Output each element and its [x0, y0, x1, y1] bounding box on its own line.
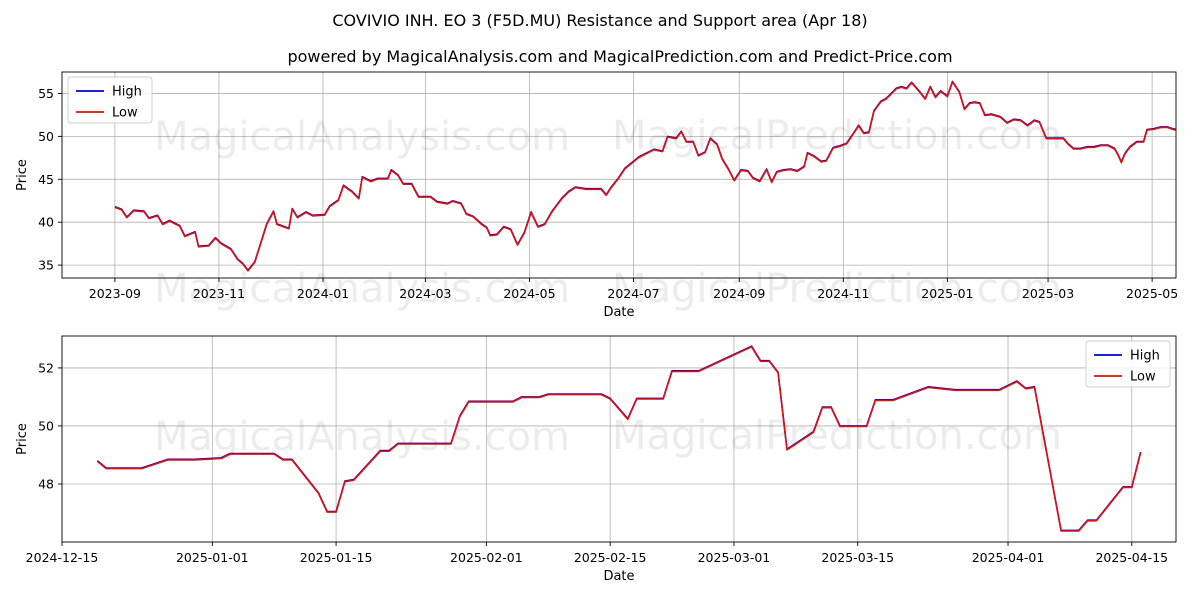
y-tick-label: 35	[38, 258, 54, 273]
watermark-right: MagicalPrediction.com	[612, 266, 1062, 312]
y-tick-label: 48	[38, 476, 54, 491]
plot-frame	[61, 71, 1177, 279]
legend: High Low	[67, 76, 153, 124]
bottom-panel: MagicalAnalysis.com MagicalPrediction.com…	[15, 335, 1177, 584]
legend-label-low: Low	[112, 106, 138, 121]
x-tick-label: 2025-02-15	[574, 550, 647, 565]
y-tick-label: 50	[38, 418, 54, 433]
chart-subtitle: powered by MagicalAnalysis.com and Magic…	[287, 47, 952, 66]
y-tick-label: 40	[38, 215, 54, 230]
series-high-line	[114, 80, 1176, 272]
x-axis-label: Date	[603, 305, 634, 320]
chart-title: COVIVIO INH. EO 3 (F5D.MU) Resistance an…	[332, 11, 867, 30]
watermark-left: MagicalAnalysis.com	[154, 414, 570, 460]
y-tick-label: 55	[38, 86, 54, 101]
x-tick-label: 2024-07	[607, 286, 659, 301]
watermark-left: MagicalAnalysis.com	[154, 114, 570, 160]
y-axis-label: Price	[15, 159, 30, 191]
y-tick-label: 52	[38, 360, 54, 375]
x-tick-label: 2025-03-01	[698, 550, 771, 565]
series-low-line	[96, 345, 1142, 532]
x-tick-label: 2025-03	[1022, 286, 1074, 301]
x-tick-label: 2024-05	[503, 286, 555, 301]
x-tick-label: 2023-09	[89, 286, 141, 301]
x-axis-label: Date	[603, 569, 634, 584]
x-tick-label: 2024-03	[399, 286, 451, 301]
watermark-left: MagicalAnalysis.com	[154, 266, 570, 312]
legend-label-low: Low	[1130, 370, 1156, 385]
x-tick-label: 2025-01-01	[176, 550, 249, 565]
x-tick-label: 2023-11	[193, 286, 245, 301]
x-tick-label: 2025-01	[921, 286, 973, 301]
x-tick-label: 2025-02-01	[450, 550, 523, 565]
y-tick-label: 50	[38, 129, 54, 144]
series-low-line	[114, 81, 1176, 272]
x-tick-label: 2024-01	[297, 286, 349, 301]
watermark-right: MagicalPrediction.com	[612, 113, 1062, 159]
plot-frame	[61, 335, 1177, 543]
top-panel: MagicalAnalysis.com MagicalPrediction.com…	[15, 71, 1178, 320]
x-tick-label: 2025-05	[1126, 286, 1178, 301]
x-tick-label: 2025-01-15	[300, 550, 373, 565]
legend-label-high: High	[112, 85, 142, 100]
y-axis-label: Price	[15, 423, 30, 455]
x-tick-label: 2025-04-01	[972, 550, 1045, 565]
legend: High Low	[1085, 340, 1171, 388]
legend-label-high: High	[1130, 349, 1160, 364]
x-tick-label: 2025-04-15	[1095, 550, 1168, 565]
x-tick-label: 2024-12-15	[26, 550, 99, 565]
x-tick-label: 2024-11	[817, 286, 869, 301]
y-tick-label: 45	[38, 172, 54, 187]
x-tick-label: 2025-03-15	[821, 550, 894, 565]
x-tick-label: 2024-09	[713, 286, 765, 301]
